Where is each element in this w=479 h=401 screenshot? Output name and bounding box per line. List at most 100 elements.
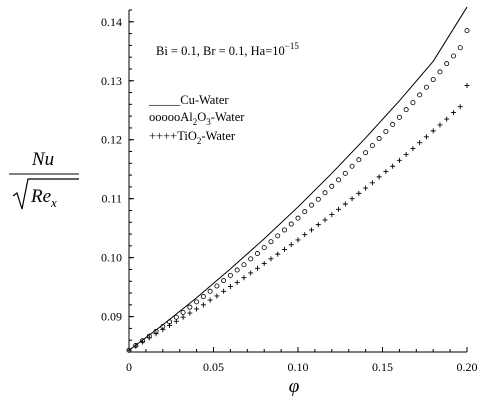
data-point bbox=[160, 327, 166, 333]
data-point bbox=[444, 61, 450, 67]
data-point bbox=[187, 304, 193, 310]
data-point bbox=[173, 318, 179, 324]
data-point bbox=[261, 261, 267, 267]
data-point bbox=[140, 339, 146, 345]
data-point bbox=[214, 293, 220, 299]
y-label-denominator-subscript: x bbox=[50, 195, 57, 210]
data-point bbox=[342, 201, 348, 207]
x-tick-label: 0.15 bbox=[372, 360, 393, 374]
series-al2o3-water bbox=[126, 28, 470, 353]
data-point bbox=[329, 183, 335, 189]
x-tick-label: 0 bbox=[126, 360, 132, 374]
data-point bbox=[363, 185, 369, 191]
data-point bbox=[369, 180, 375, 186]
data-point bbox=[180, 309, 186, 315]
y-tick-label: 0.12 bbox=[101, 133, 122, 147]
data-point bbox=[146, 335, 152, 341]
data-point bbox=[383, 128, 389, 134]
data-point bbox=[295, 237, 301, 243]
legend-entry-tio2-water: ++++TiO2-Water bbox=[149, 129, 236, 146]
data-point bbox=[423, 134, 429, 140]
data-point bbox=[268, 256, 274, 262]
legend-prefix-cu-water: _____ bbox=[148, 93, 181, 107]
data-point bbox=[444, 116, 450, 122]
legend-label-cu-water: Cu-Water bbox=[180, 93, 229, 107]
data-point bbox=[254, 251, 260, 257]
axes: 0 0.05 0.10 0.15 0.20 0.09 0.10 0.11 0.12 0.13 0.1… bbox=[101, 9, 478, 374]
data-point bbox=[383, 169, 389, 175]
data-point bbox=[450, 110, 456, 116]
data-point bbox=[390, 163, 396, 169]
data-point bbox=[275, 233, 281, 239]
data-point bbox=[234, 279, 240, 285]
legend-prefix-tio2-water: ++++ bbox=[149, 129, 177, 143]
x-tick-label: 0.05 bbox=[203, 360, 224, 374]
data-point bbox=[288, 221, 294, 227]
data-point bbox=[464, 28, 470, 34]
y-tick-label: 0.11 bbox=[101, 192, 122, 206]
y-label-denominator-base: Re bbox=[30, 186, 51, 207]
data-point bbox=[457, 104, 463, 110]
data-point bbox=[194, 306, 200, 312]
data-point bbox=[376, 174, 382, 180]
data-point bbox=[248, 256, 254, 262]
data-point bbox=[349, 163, 355, 169]
y-label-numerator: Nu bbox=[31, 149, 54, 170]
data-point bbox=[302, 232, 308, 238]
y-axis-label: Nu Rex bbox=[9, 149, 79, 210]
data-point bbox=[200, 294, 206, 300]
legend-entry-cu-water: _____Cu-Water bbox=[148, 93, 229, 107]
data-point bbox=[396, 157, 402, 163]
data-point bbox=[133, 343, 139, 349]
data-point bbox=[207, 288, 213, 294]
series-tio2-water bbox=[126, 82, 470, 353]
data-point bbox=[180, 314, 186, 320]
data-point bbox=[437, 69, 443, 75]
legend: _____Cu-Water oooooAl2O3-Water ++++TiO2-… bbox=[148, 93, 245, 146]
data-point bbox=[173, 314, 179, 320]
data-point bbox=[281, 246, 287, 252]
data-point bbox=[450, 53, 456, 59]
data-point bbox=[430, 128, 436, 134]
data-point bbox=[342, 170, 348, 176]
data-point bbox=[336, 206, 342, 212]
data-point bbox=[241, 262, 247, 268]
data-point bbox=[315, 196, 321, 202]
y-label-sqrt-sign bbox=[12, 178, 79, 210]
data-point bbox=[403, 107, 409, 113]
data-point bbox=[423, 84, 429, 90]
y-tick-label: 0.14 bbox=[101, 15, 122, 29]
data-point bbox=[227, 272, 233, 278]
data-point bbox=[207, 297, 213, 303]
data-point bbox=[336, 177, 342, 183]
data-point bbox=[241, 275, 247, 281]
data-point bbox=[261, 245, 267, 251]
series-line bbox=[128, 6, 468, 351]
data-point bbox=[200, 302, 206, 308]
series-layer bbox=[126, 6, 470, 353]
data-point bbox=[302, 209, 308, 215]
data-point bbox=[457, 45, 463, 51]
data-point bbox=[376, 136, 382, 142]
y-tick-label: 0.10 bbox=[101, 251, 122, 265]
data-point bbox=[309, 227, 315, 233]
y-label-denominator: Rex bbox=[30, 186, 57, 210]
data-point bbox=[248, 270, 254, 276]
data-point bbox=[187, 310, 193, 316]
data-point bbox=[403, 151, 409, 157]
chart-annotation-text: Bi = 0.1, Br = 0.1, Ha=10 bbox=[156, 44, 285, 58]
data-point bbox=[356, 190, 362, 196]
data-point bbox=[126, 347, 132, 353]
data-point bbox=[410, 146, 416, 152]
data-point bbox=[214, 283, 220, 289]
data-point bbox=[410, 100, 416, 106]
data-point bbox=[369, 143, 375, 149]
data-point bbox=[322, 217, 328, 223]
data-point bbox=[295, 215, 301, 221]
data-point bbox=[309, 202, 315, 208]
data-point bbox=[221, 288, 227, 294]
series-cu-water bbox=[128, 6, 468, 351]
data-point bbox=[288, 242, 294, 248]
x-tick-label: 0.20 bbox=[457, 360, 478, 374]
